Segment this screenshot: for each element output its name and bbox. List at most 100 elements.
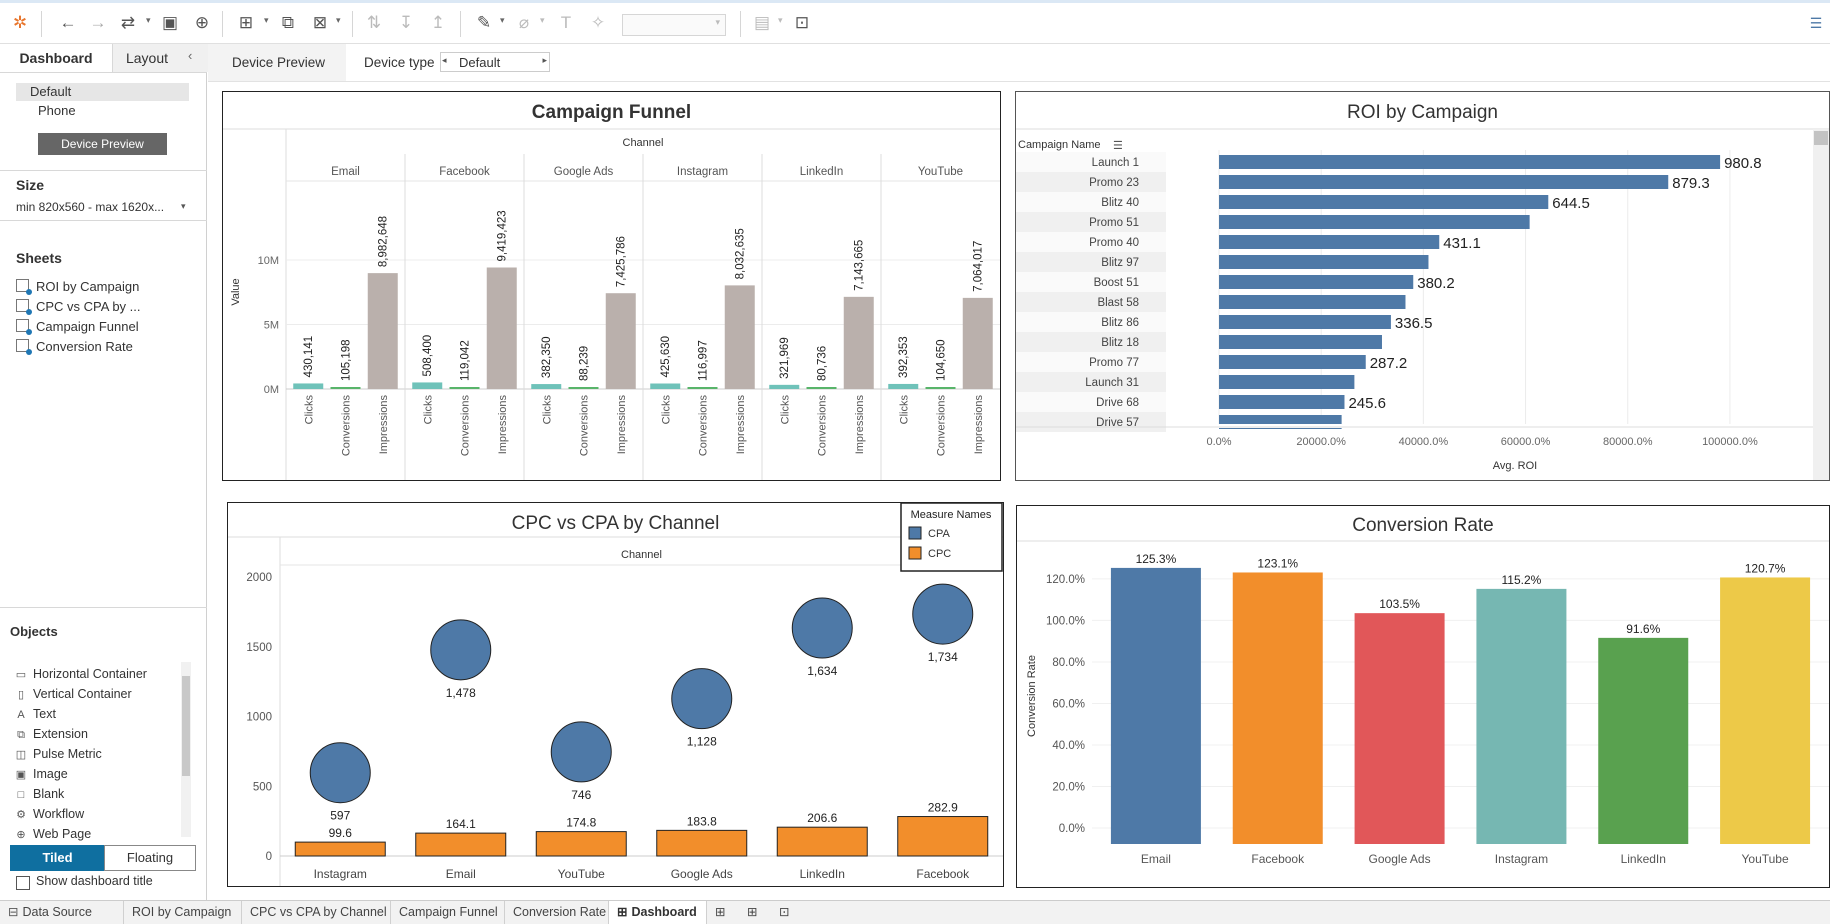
redo-icon[interactable]: → (89, 13, 107, 32)
conversion-bar (1720, 577, 1811, 844)
size-caret-icon[interactable]: ▾ (181, 201, 186, 211)
tab-data-source[interactable]: ⊟ Data Source (0, 901, 124, 924)
sheet-campaign-funnel[interactable]: Campaign Funnel (16, 318, 139, 336)
duplicate-icon[interactable]: ⧉ (281, 13, 295, 32)
object-blank[interactable]: □ Blank (14, 785, 65, 803)
column-header: Channel (621, 549, 662, 561)
tab-roi-by-campaign[interactable]: ROI by Campaign (124, 901, 242, 924)
campaign-label: Drive 57 (1096, 417, 1139, 429)
sheet-cpc-vs-cpa[interactable]: CPC vs CPA by ... (16, 298, 141, 316)
roi-title: ROI by Campaign (1346, 102, 1498, 123)
row-header: Campaign Name (1018, 139, 1101, 151)
object-icon: ⊕ (16, 829, 26, 841)
tab-layout[interactable]: Layout (125, 50, 169, 66)
funnel-measure-label: Conversions (460, 395, 472, 457)
channel-label: Facebook (1251, 852, 1305, 866)
object-icon: A (17, 709, 25, 721)
funnel-bar-conversions (449, 387, 480, 389)
device-preview-button[interactable]: Device Preview (38, 133, 167, 155)
device-type-select[interactable]: ◂ Default ▸ (440, 52, 550, 72)
device-preview-tab[interactable]: Device Preview (232, 55, 326, 70)
floating-button[interactable]: Floating (104, 845, 196, 871)
save-icon[interactable]: ▣ (161, 13, 179, 32)
object-label: Image (33, 767, 68, 781)
toolbar-separator (460, 11, 461, 37)
object-label: Text (33, 707, 56, 721)
objects-scrollbar[interactable] (181, 662, 191, 837)
objects-scrollbar-thumb[interactable] (182, 676, 190, 776)
show-me-panel-icon[interactable]: ☰ (1809, 15, 1823, 31)
new-story-tab-icon[interactable]: ⊡ (779, 905, 790, 919)
new-datasource-icon[interactable]: ⊕ (194, 13, 210, 32)
sort-desc-icon[interactable]: ↥ (430, 13, 446, 32)
new-dashboard-tab-icon[interactable]: ⊞ (747, 905, 758, 919)
tab-cpc-vs-cpa[interactable]: CPC vs CPA by Channel (242, 901, 391, 924)
tab-campaign-funnel[interactable]: Campaign Funnel (391, 901, 505, 924)
funnel-data-label: 382,350 (541, 336, 553, 378)
object-web-page[interactable]: ⊕ Web Page (14, 825, 91, 843)
show-me-icon[interactable]: ▤ (753, 13, 771, 32)
channel-header: LinkedIn (800, 166, 843, 178)
y-tick-label: 1500 (246, 642, 272, 654)
paperclip-caret-icon[interactable]: ▾ (540, 15, 545, 25)
conversion-data-label: 125.3% (1136, 552, 1177, 566)
cpc-cpa-chart: Channel 0 500 1000 1500 2000 Instagram 99.6 597 E… (228, 503, 1003, 886)
object-label: Horizontal Container (33, 667, 147, 681)
funnel-bar-conversions (330, 387, 361, 389)
sheet-roi-by-campaign[interactable]: ROI by Campaign (16, 278, 139, 296)
pin-icon[interactable]: ✧ (590, 13, 606, 32)
presentation-icon[interactable]: ⊡ (794, 13, 810, 32)
device-option-phone[interactable]: Phone (38, 103, 76, 118)
cpa-data-label: 746 (571, 788, 591, 802)
toolbar-separator (352, 11, 353, 37)
highlight-caret-icon[interactable]: ▾ (500, 15, 505, 25)
tab-conversion-rate[interactable]: Conversion Rate (505, 901, 609, 924)
conversion-bar (1354, 613, 1445, 844)
swap-icon[interactable]: ⇅ (366, 13, 382, 32)
conversion-bar (1476, 588, 1567, 844)
new-worksheet-tab-icon[interactable]: ⊞ (715, 905, 726, 919)
device-option-default[interactable]: Default (30, 84, 72, 99)
channel-label: YouTube (1742, 852, 1789, 866)
new-worksheet-caret-icon[interactable]: ▾ (264, 15, 269, 25)
show-me-caret-icon[interactable]: ▾ (778, 15, 783, 25)
tiled-button[interactable]: Tiled (10, 845, 105, 871)
new-worksheet-icon[interactable]: ⊞ (238, 13, 254, 32)
object-horizontal-container[interactable]: ▭ Horizontal Container (14, 665, 147, 683)
paperclip-icon[interactable]: ⌀ (518, 13, 530, 32)
replay-icon[interactable]: ⇄ (120, 13, 136, 32)
object-extension[interactable]: ⧉ Extension (14, 725, 88, 743)
size-dropdown[interactable]: min 820x560 - max 1620x... (16, 200, 165, 214)
divider (0, 72, 207, 73)
tab-dashboard[interactable]: Dashboard (19, 50, 93, 66)
prev-arrow-icon[interactable]: ◂ (442, 55, 447, 65)
clear-caret-icon[interactable]: ▾ (336, 15, 341, 25)
sheet-conversion-rate[interactable]: Conversion Rate (16, 338, 133, 356)
row-band (1016, 332, 1166, 352)
highlight-icon[interactable]: ✎ (476, 13, 492, 32)
object-pulse-metric[interactable]: ◫ Pulse Metric (14, 745, 102, 763)
object-text[interactable]: A Text (14, 705, 56, 723)
campaign-label: Blitz 40 (1101, 197, 1139, 209)
collapse-pane-icon[interactable]: ‹ (188, 48, 193, 63)
tableau-logo-icon[interactable]: ✲ (12, 13, 28, 32)
divider (0, 607, 207, 608)
replay-caret-icon[interactable]: ▾ (146, 15, 151, 25)
text-icon[interactable]: T (560, 13, 572, 32)
object-image[interactable]: ▣ Image (14, 765, 68, 783)
y-tick-label: 60.0% (1052, 698, 1085, 710)
sort-asc-icon[interactable]: ↧ (398, 13, 414, 32)
conversion-bar (1598, 637, 1689, 844)
fit-dropdown[interactable]: ▾ (622, 14, 726, 36)
funnel-measure-label: Impressions (735, 395, 747, 455)
x-tick-label: 40000.0% (1399, 436, 1449, 448)
undo-icon[interactable]: ← (59, 13, 77, 32)
clear-icon[interactable]: ⊠ (312, 13, 328, 32)
tab-dashboard[interactable]: ⊞ Dashboard (609, 901, 707, 924)
y-tick-label: 80.0% (1052, 657, 1085, 669)
object-vertical-container[interactable]: ▯ Vertical Container (14, 685, 132, 703)
sheet-label: ROI by Campaign (36, 279, 140, 294)
next-arrow-icon[interactable]: ▸ (542, 55, 547, 65)
show-title-checkbox[interactable] (16, 876, 30, 890)
object-workflow[interactable]: ⚙ Workflow (14, 805, 84, 823)
